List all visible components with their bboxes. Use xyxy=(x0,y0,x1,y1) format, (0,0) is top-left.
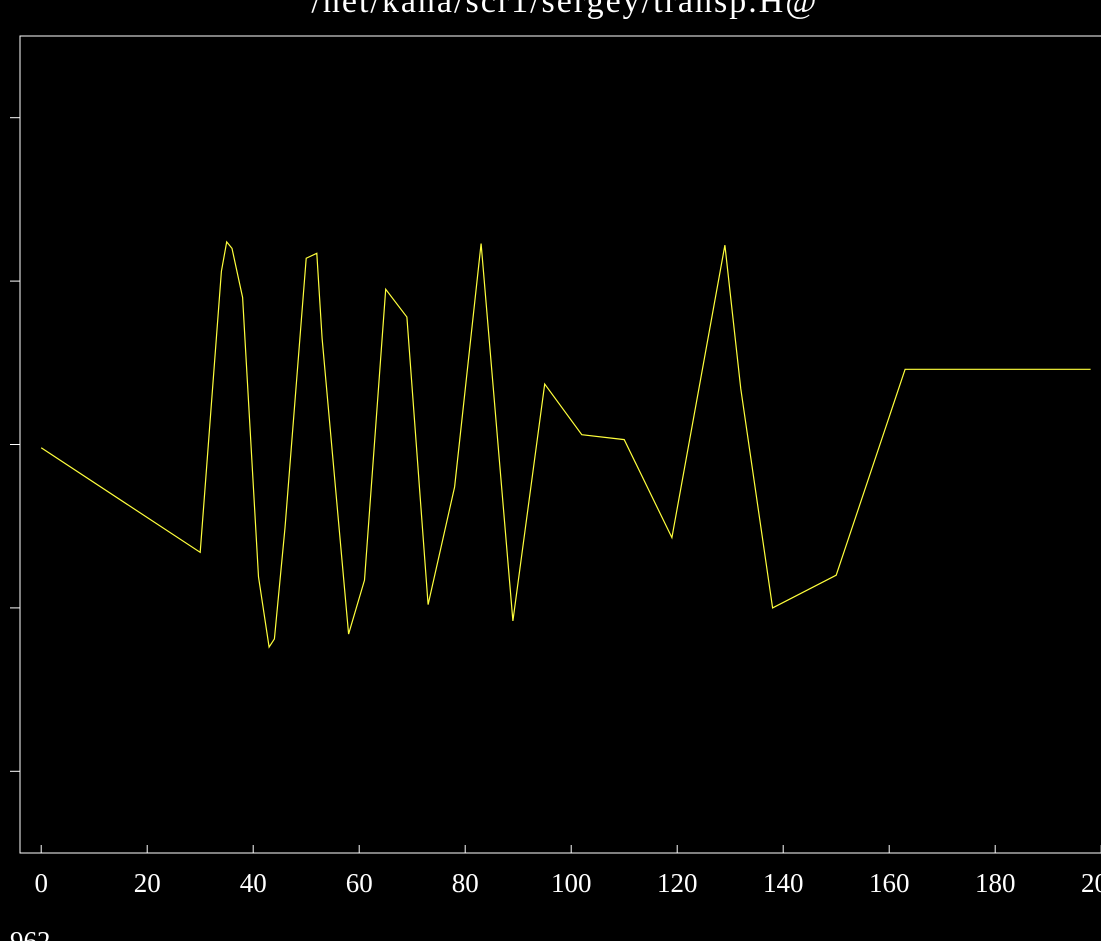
plot-frame xyxy=(19,35,1101,854)
x-tick-label: 80 xyxy=(452,868,479,898)
x-tick-label: 100 xyxy=(551,868,592,898)
x-tick-label: 60 xyxy=(346,868,373,898)
x-tick-label: 20 xyxy=(134,868,161,898)
x-tick-label: 200 xyxy=(1081,868,1101,898)
x-tick-label: 0 xyxy=(34,868,48,898)
x-tick-label: 160 xyxy=(869,868,910,898)
footer-text: 962 xyxy=(10,926,51,941)
chart-title: /net/kana/scr1/sergey/transp.H@ xyxy=(311,0,818,20)
x-tick-label: 40 xyxy=(240,868,267,898)
x-tick-label: 140 xyxy=(763,868,804,898)
x-tick-label: 180 xyxy=(975,868,1016,898)
x-tick-label: 120 xyxy=(657,868,698,898)
data-line xyxy=(40,240,1091,649)
